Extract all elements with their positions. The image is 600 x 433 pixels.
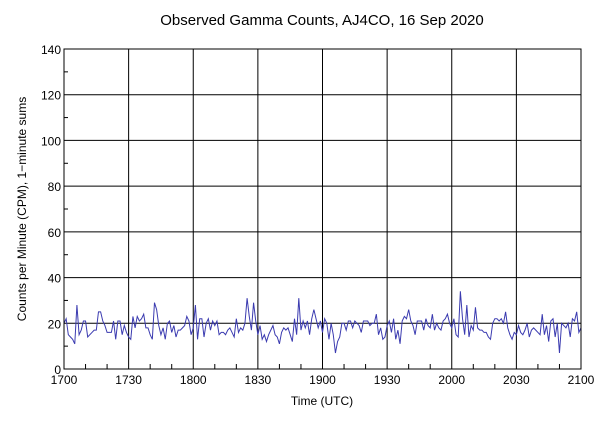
x-tick-label: 1800: [180, 373, 207, 387]
series-line-gamma-counts: [63, 291, 582, 354]
grid: [63, 48, 582, 370]
axis-ticks: 0 20 40 60 80 100 120 140 1700 1730 1800 1830 1900 19…: [41, 43, 595, 387]
plot-frame: [63, 48, 582, 370]
y-tick-label: 120: [41, 89, 61, 103]
x-tick-label: 2030: [503, 373, 530, 387]
x-tick-label: 1700: [51, 373, 78, 387]
x-axis-label: Time (UTC): [291, 394, 353, 408]
x-tick-label: 2000: [438, 373, 465, 387]
y-tick-label: 100: [41, 134, 61, 148]
x-tick-label: 1830: [245, 373, 272, 387]
y-axis-label: Counts per Minute (CPM), 1−minute sums: [15, 97, 29, 321]
x-tick-label: 1930: [374, 373, 401, 387]
y-tick-label: 140: [41, 43, 61, 57]
y-tick-label: 0: [54, 363, 61, 377]
x-tick-label: 2100: [568, 373, 595, 387]
y-tick-label: 40: [48, 272, 62, 286]
series: [63, 291, 582, 354]
x-tick-label: 1900: [309, 373, 336, 387]
chart-title: Observed Gamma Counts, AJ4CO, 16 Sep 202…: [160, 12, 484, 29]
y-tick-label: 60: [48, 226, 62, 240]
y-tick-label: 20: [48, 317, 62, 331]
y-tick-label: 80: [48, 180, 62, 194]
x-tick-label: 1730: [115, 373, 142, 387]
